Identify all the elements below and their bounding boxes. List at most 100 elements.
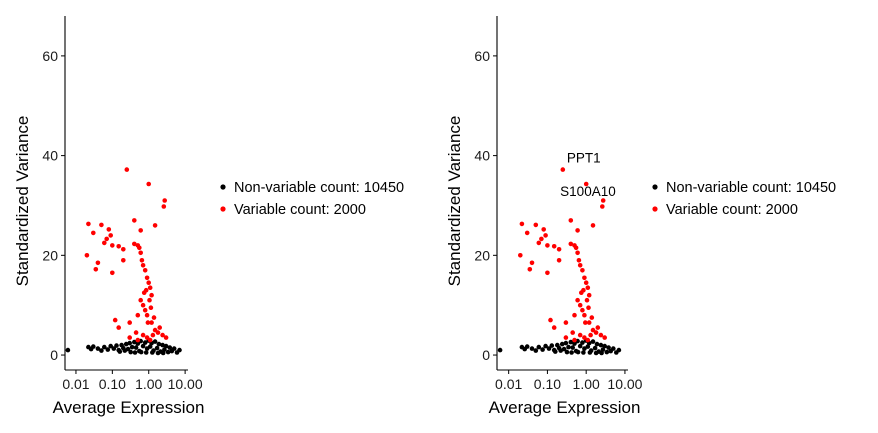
variable-point	[145, 320, 151, 325]
x-tick-label: 10.00	[607, 376, 642, 392]
variable-point	[529, 260, 535, 266]
nonvariable-point	[142, 340, 148, 345]
legend-label: Variable count: 2000	[234, 202, 366, 218]
variable-point	[132, 241, 137, 247]
nonvariable-point	[566, 344, 571, 350]
nonvariable-point	[165, 349, 171, 355]
variable-point	[577, 302, 583, 308]
y-tick-label: 60	[474, 48, 490, 64]
nonvariable-point	[558, 348, 563, 353]
variable-point	[570, 330, 575, 335]
variable-point	[148, 305, 154, 311]
series-variable-points	[84, 167, 169, 343]
variable-point	[150, 332, 156, 338]
variable-point	[583, 320, 588, 325]
variable-point	[575, 297, 580, 303]
variable-point	[138, 297, 143, 303]
legend-label: Non-variable count: 10450	[234, 180, 404, 196]
variable-point	[138, 228, 143, 233]
variable-point	[543, 233, 548, 238]
panel-right-labeled-variable-features-plot: 0 20 40 60 0.01 0.10 1.00 10.00 Average Expressi…	[445, 16, 836, 417]
nonvariable-point	[604, 349, 610, 355]
variable-point	[524, 230, 530, 236]
x-tick-label: 1.00	[573, 376, 600, 392]
variable-point	[110, 270, 115, 276]
nonvariable-point	[606, 345, 611, 350]
y-tick-label: 0	[482, 347, 490, 363]
variable-point	[147, 285, 153, 291]
variable-point	[586, 305, 591, 311]
variable-point	[582, 275, 587, 281]
legend-key	[652, 206, 658, 212]
variable-point	[95, 260, 101, 266]
x-tick-label: 0.10	[99, 376, 126, 392]
variable-point	[133, 330, 139, 335]
variable-point	[563, 320, 569, 325]
variable-point	[157, 325, 162, 330]
variable-point	[575, 250, 580, 256]
nonvariable-point	[132, 339, 137, 345]
variable-point	[581, 287, 586, 293]
variable-point	[585, 337, 591, 343]
variable-point	[568, 241, 574, 247]
variable-point	[583, 181, 589, 187]
variable-point	[551, 244, 557, 249]
variable-point	[84, 253, 90, 258]
variable-point	[144, 312, 150, 318]
nonvariable-point	[536, 344, 542, 350]
nonvariable-point	[105, 347, 111, 352]
variable-point	[582, 335, 587, 340]
variable-point	[586, 320, 592, 325]
nonvariable-point	[129, 344, 135, 350]
nonvariable-point	[132, 350, 138, 355]
variable-point	[86, 221, 91, 227]
nonvariable-point	[127, 340, 132, 346]
variable-point	[572, 312, 577, 318]
variable-point	[527, 267, 533, 272]
nonvariable-point	[140, 343, 146, 349]
nonvariable-point	[616, 347, 622, 353]
nonvariable-point	[581, 350, 586, 355]
series-nonvariable-points	[497, 338, 622, 356]
variable-point	[162, 198, 167, 203]
nonvariable-point	[108, 343, 113, 349]
nonvariable-point	[540, 347, 545, 352]
nonvariable-point	[564, 349, 570, 355]
nonvariable-point	[147, 344, 153, 349]
variable-point	[110, 243, 115, 248]
variable-point	[99, 222, 104, 228]
variable-point	[144, 275, 150, 281]
variable-point	[93, 267, 99, 272]
variable-point	[585, 285, 591, 291]
variable-point	[149, 292, 154, 298]
x-tick-label: 0.10	[534, 376, 561, 392]
nonvariable-point	[111, 346, 117, 351]
panel-left-variable-features-plot: 0 20 40 60 0.01 0.10 1.00 10.00 Average Expressi…	[13, 16, 404, 417]
nonvariable-point	[594, 341, 600, 347]
variable-point	[598, 332, 604, 338]
variable-point	[161, 204, 167, 209]
nonvariable-point	[570, 345, 575, 350]
nonvariable-point	[572, 341, 577, 346]
variable-point	[580, 268, 585, 273]
legend: Non-variable count: 10450 Variable count:…	[220, 180, 404, 218]
nonvariable-point	[543, 343, 548, 349]
variable-point	[583, 280, 589, 286]
x-tick-label: 10.00	[168, 376, 203, 392]
variable-point	[132, 218, 137, 223]
variable-point	[142, 268, 148, 273]
x-tick-label: 0.01	[62, 376, 89, 392]
variable-point	[590, 223, 596, 228]
y-axis-title: Standardized Variance	[445, 116, 464, 287]
variable-point	[588, 332, 593, 338]
nonvariable-point	[580, 340, 585, 345]
nonvariable-point	[150, 350, 155, 355]
variable-point	[580, 307, 585, 313]
nonvariable-point	[590, 339, 596, 344]
variable-point	[140, 263, 146, 268]
variable-point	[116, 244, 121, 249]
nonvariable-point	[593, 350, 599, 356]
nonvariable-point	[123, 341, 129, 347]
nonvariable-point	[575, 349, 581, 355]
nonvariable-point	[102, 344, 107, 350]
